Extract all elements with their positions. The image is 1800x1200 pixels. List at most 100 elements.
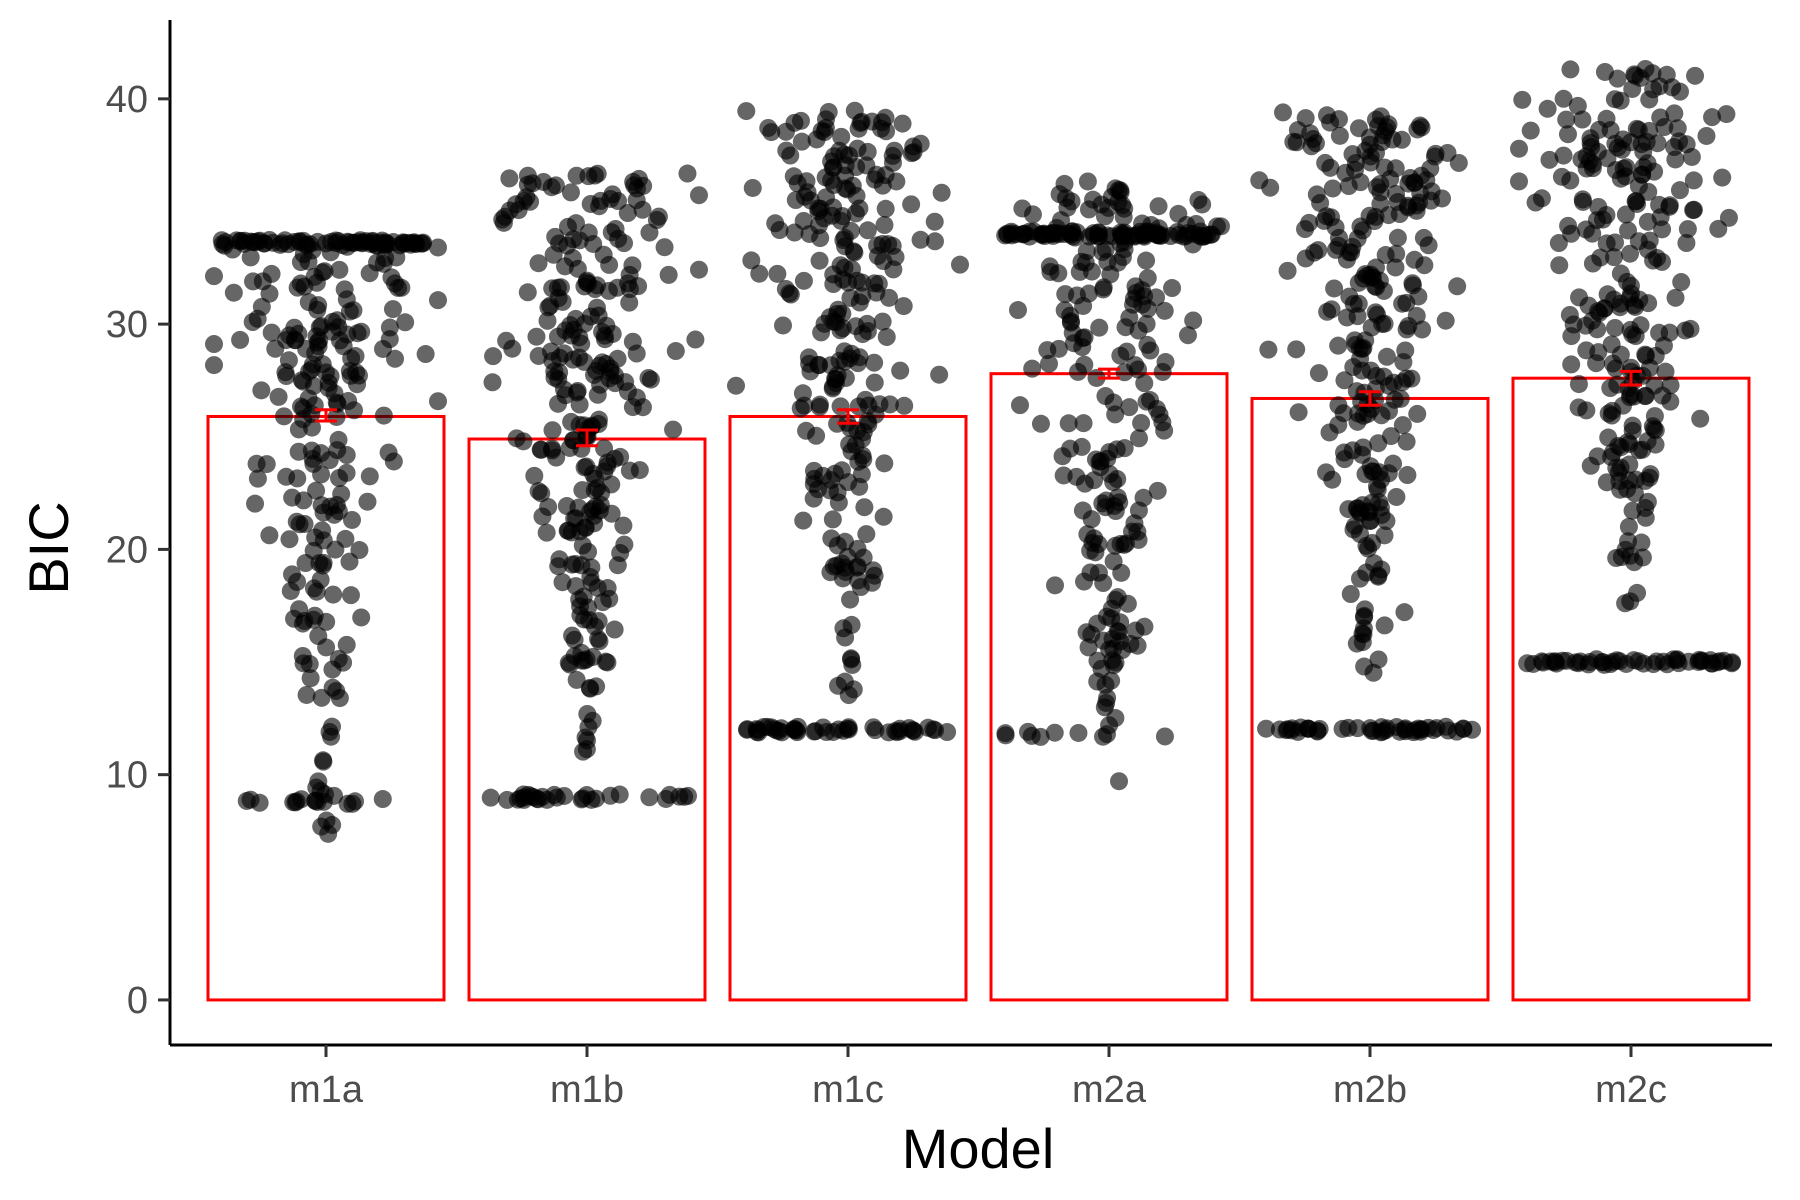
data-point (1354, 438, 1373, 457)
data-point (1120, 398, 1139, 417)
error-bars-layer (315, 367, 1642, 448)
data-point (1013, 199, 1032, 218)
data-point (1278, 261, 1297, 280)
data-point (849, 119, 868, 138)
data-point (1554, 89, 1573, 108)
data-point (498, 790, 517, 809)
data-point (1087, 368, 1106, 387)
data-point (1124, 289, 1143, 308)
points-layer (205, 59, 1742, 843)
data-point (627, 344, 646, 363)
data-point (1349, 119, 1368, 138)
data-point (743, 178, 762, 197)
data-point (826, 374, 845, 393)
data-point (835, 352, 854, 371)
data-point (281, 581, 300, 600)
data-point (298, 235, 317, 254)
data-point (1111, 183, 1130, 202)
data-point (416, 345, 435, 364)
data-point (841, 590, 860, 609)
data-point (839, 686, 858, 705)
data-point (1620, 388, 1639, 407)
data-point (481, 788, 500, 807)
data-point (1334, 404, 1353, 423)
data-point (629, 277, 648, 296)
data-point (903, 721, 922, 740)
data-point (1632, 533, 1651, 552)
data-point (1604, 443, 1623, 462)
data-point (1129, 360, 1148, 379)
data-point (1351, 173, 1370, 192)
data-point (360, 467, 379, 486)
data-point (1387, 487, 1406, 506)
data-point (346, 792, 365, 811)
data-point (1106, 653, 1125, 672)
data-point (1577, 159, 1596, 178)
data-point (561, 183, 580, 202)
data-point (579, 274, 598, 293)
data-point (788, 717, 807, 736)
data-point (876, 108, 895, 127)
data-point (1111, 613, 1130, 632)
data-point (205, 356, 223, 375)
data-point (1067, 223, 1086, 242)
data-point (833, 319, 852, 338)
data-point (810, 251, 829, 270)
data-point (1723, 653, 1742, 672)
data-point (497, 331, 516, 350)
data-point (1074, 414, 1093, 433)
data-point (1677, 234, 1696, 253)
data-point (1583, 224, 1602, 243)
data-point (337, 463, 356, 482)
data-point (1374, 367, 1393, 386)
data-point (737, 102, 756, 121)
data-point (865, 373, 884, 392)
data-point (884, 260, 903, 279)
data-point (762, 123, 781, 142)
data-point (1395, 603, 1414, 622)
data-point (337, 290, 356, 309)
data-point (1620, 455, 1639, 474)
data-point (1607, 549, 1626, 568)
data-point (1554, 146, 1573, 165)
data-point (690, 186, 708, 205)
data-point (1369, 650, 1388, 669)
data-point (1377, 512, 1396, 531)
data-point (678, 164, 697, 183)
error-bar-m1a (315, 408, 337, 423)
data-point (1193, 195, 1212, 214)
data-point (1355, 600, 1374, 619)
data-point (1137, 251, 1156, 270)
data-point (277, 467, 296, 486)
data-point (1606, 161, 1625, 180)
data-point (1557, 110, 1576, 129)
data-point (1636, 499, 1655, 518)
data-point (568, 259, 587, 278)
data-point (252, 381, 271, 400)
data-point (649, 207, 668, 226)
data-point (1601, 121, 1620, 140)
data-point (1668, 119, 1687, 138)
data-point (1335, 443, 1354, 462)
data-point (938, 723, 957, 742)
data-point (1353, 633, 1372, 652)
data-point (307, 481, 326, 500)
data-point (850, 199, 869, 218)
data-point (1650, 323, 1669, 342)
data-point (836, 179, 855, 198)
data-point (1558, 125, 1577, 144)
data-point (1552, 167, 1571, 186)
data-point (1540, 150, 1559, 169)
data-point (483, 373, 502, 392)
data-point (828, 483, 847, 502)
data-point (563, 626, 582, 645)
data-point (341, 366, 360, 385)
data-point (1372, 560, 1391, 579)
data-point (858, 221, 877, 240)
data-point (1719, 208, 1738, 227)
data-point (1411, 722, 1430, 741)
data-point (768, 264, 787, 283)
data-point (1605, 90, 1624, 109)
data-point (930, 365, 949, 384)
data-point (572, 790, 591, 809)
